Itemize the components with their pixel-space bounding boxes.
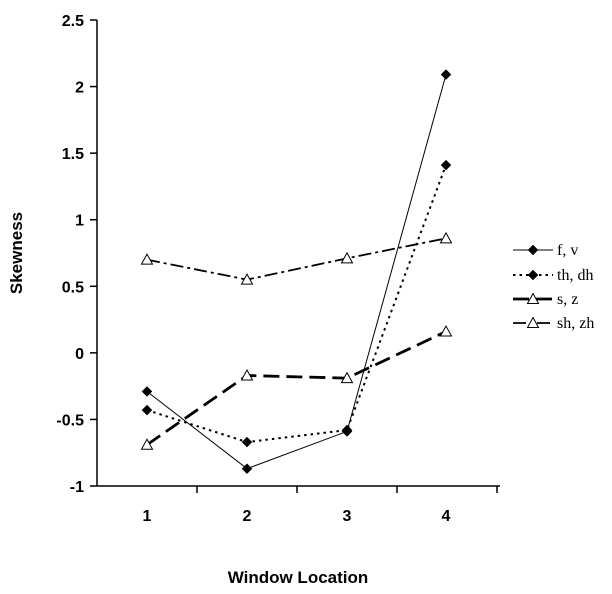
data-point — [340, 371, 354, 384]
y-tick-label: 2.5 — [62, 13, 84, 30]
legend-item: th, dh — [513, 267, 593, 284]
y-tick-label: 0 — [75, 346, 84, 363]
x-tick-label: 4 — [442, 508, 451, 525]
legend-label: s, z — [557, 291, 578, 308]
series-2 — [141, 159, 452, 448]
data-point — [240, 368, 254, 381]
data-point — [340, 251, 354, 264]
data-point — [440, 159, 452, 171]
y-axis-title: Skewness — [7, 212, 26, 294]
legend-marker — [527, 269, 539, 281]
series-3 — [140, 325, 453, 450]
series-lines — [140, 69, 453, 475]
y-tick-label: 1.5 — [62, 146, 84, 163]
data-point — [241, 436, 253, 448]
data-point — [240, 273, 254, 285]
data-point — [439, 325, 453, 337]
data-point — [440, 69, 452, 80]
y-ticks: -1 -0.5 0 0.5 1 1.5 2 2.5 — [56, 13, 97, 496]
x-tick-label: 2 — [243, 508, 252, 525]
legend: f, v th, dh s, z sh, zh — [513, 242, 594, 332]
legend-item: sh, zh — [513, 315, 594, 332]
data-point — [140, 438, 154, 450]
legend-label: th, dh — [557, 267, 593, 284]
series-1 — [141, 69, 452, 475]
legend-marker — [526, 292, 540, 304]
data-point — [241, 463, 253, 475]
legend-label: f, v — [557, 242, 578, 259]
y-tick-label: -1 — [70, 479, 84, 496]
series-line — [146, 237, 447, 281]
plot-area: -1 -0.5 0 0.5 1 1.5 2 2.5 1 2 3 4 — [56, 13, 500, 525]
data-point — [141, 404, 153, 416]
y-tick-label: -0.5 — [56, 412, 84, 429]
legend-marker — [527, 244, 539, 256]
data-point — [141, 386, 153, 397]
x-ticks: 1 2 3 4 — [143, 486, 498, 525]
y-tick-label: 2 — [75, 80, 84, 97]
legend-marker — [526, 316, 540, 328]
series-line — [146, 330, 447, 446]
data-point — [341, 424, 353, 436]
data-point — [140, 253, 154, 265]
series-4 — [140, 231, 453, 285]
data-point — [439, 231, 453, 244]
x-axis-title: Window Location — [228, 568, 369, 587]
legend-item: f, v — [513, 242, 578, 259]
legend-label: sh, zh — [557, 315, 594, 332]
y-tick-label: 1 — [75, 213, 84, 230]
x-tick-label: 1 — [143, 508, 152, 525]
x-tick-label: 3 — [343, 508, 352, 525]
series-line — [146, 164, 447, 444]
legend-item: s, z — [513, 291, 578, 308]
series-line — [146, 74, 447, 470]
y-tick-label: 0.5 — [62, 279, 84, 296]
